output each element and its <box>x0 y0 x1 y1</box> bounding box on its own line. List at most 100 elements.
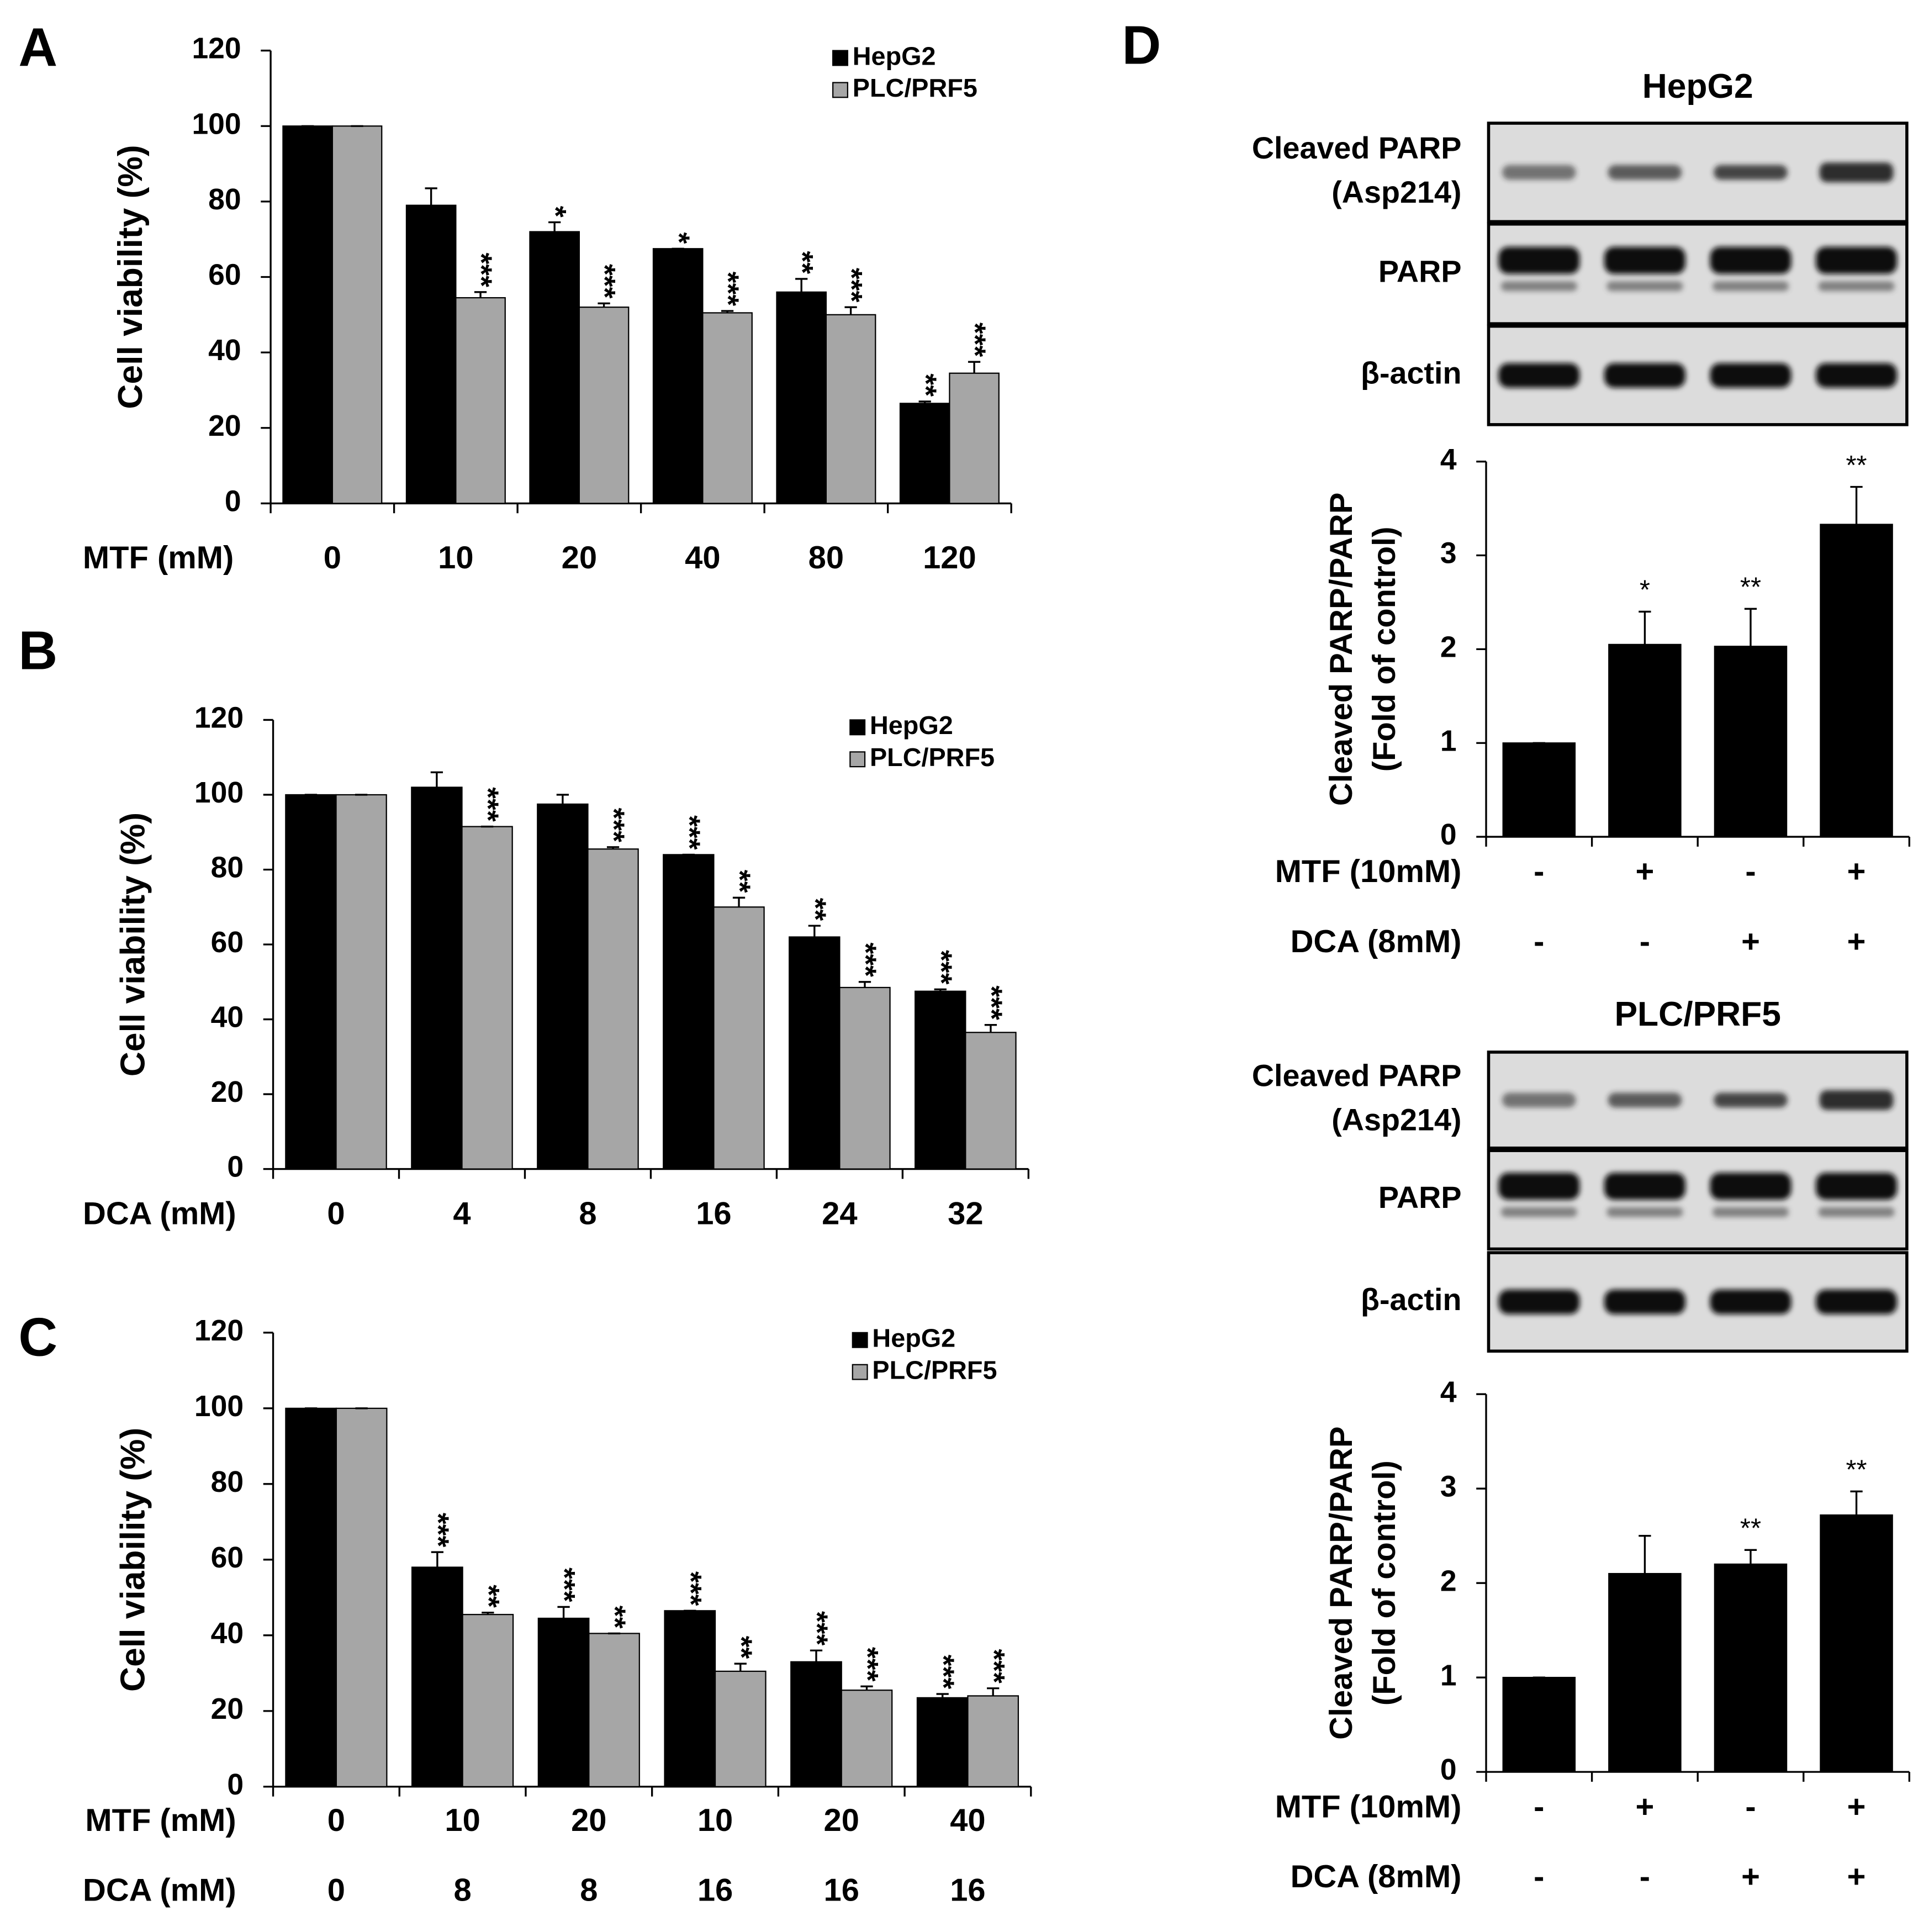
x-tick-label: + <box>1741 924 1760 959</box>
category-row-label: DCA (mM) <box>83 1873 236 1908</box>
y-tick-label: 20 <box>208 410 241 442</box>
error-bar <box>556 794 569 804</box>
significance: *** <box>849 942 882 977</box>
error-bar <box>1639 610 1651 645</box>
blot-band <box>1608 165 1682 180</box>
significance: *** <box>712 272 744 307</box>
blot-band <box>1604 363 1685 388</box>
blot-label: PARP <box>1378 1180 1462 1215</box>
blot-panel <box>1487 1149 1909 1251</box>
bar <box>776 291 827 504</box>
x-tick-label: 0 <box>327 1196 345 1232</box>
legend-swatch <box>852 1364 868 1380</box>
x-tick-label: + <box>1847 1859 1866 1894</box>
bar <box>841 1690 893 1787</box>
x-tick-label: + <box>1741 1859 1760 1894</box>
blot-band <box>1498 363 1580 388</box>
y-tick-label: 80 <box>211 1466 244 1498</box>
bar <box>949 372 1000 504</box>
blot-band <box>1816 363 1898 388</box>
bar <box>1502 742 1576 838</box>
x-tick-label: - <box>1745 854 1756 889</box>
bar <box>335 1407 388 1787</box>
y-axis-label: (Fold of control) <box>1367 1460 1402 1706</box>
y-tick-label: 20 <box>211 1076 244 1108</box>
blot-label: β-actin <box>1361 356 1462 390</box>
panel-letter: B <box>18 620 57 680</box>
y-axis-label: Cell viability (%) <box>114 1428 152 1692</box>
error-bar <box>1850 485 1863 525</box>
x-tick-label: + <box>1635 854 1654 889</box>
legend-swatch <box>849 719 866 736</box>
significance: ** <box>1740 1514 1761 1544</box>
significance: ** <box>472 1585 505 1608</box>
x-tick-label: - <box>1534 854 1544 889</box>
blot-band <box>1818 281 1895 292</box>
legend-label: PLC/PRF5 <box>853 73 977 102</box>
y-tick-label: 4 <box>1440 444 1457 476</box>
error-bar <box>984 1024 997 1033</box>
y-tick-label: 2 <box>1440 631 1457 663</box>
y-tick-label: 120 <box>192 33 241 65</box>
bar <box>652 248 704 504</box>
blot-band <box>1712 1207 1789 1217</box>
x-tick-label: + <box>1847 924 1866 959</box>
x-tick-label: 8 <box>579 1196 596 1232</box>
significance: ** <box>786 251 818 274</box>
blot-band <box>1606 1207 1683 1217</box>
x-tick-label: - <box>1640 924 1650 959</box>
x-tick-label: 16 <box>697 1873 733 1908</box>
blot-band <box>1604 1289 1685 1315</box>
x-tick-label: 20 <box>824 1803 859 1838</box>
chart-title: HepG2 <box>1642 67 1753 105</box>
legend-swatch <box>852 1332 868 1348</box>
bar <box>839 986 891 1170</box>
x-tick-label: 8 <box>453 1873 471 1908</box>
blot-band <box>1502 1092 1576 1108</box>
significance: ** <box>1846 1455 1867 1485</box>
y-tick-label: 4 <box>1440 1376 1457 1408</box>
error-bar <box>557 1606 570 1619</box>
blot-label: (Asp214) <box>1331 1103 1461 1137</box>
category-row-label: DCA (mM) <box>83 1196 236 1232</box>
bar <box>285 794 337 1170</box>
significance: *** <box>598 808 630 843</box>
significance: *** <box>927 1655 959 1690</box>
significance: *** <box>851 1647 884 1682</box>
significance: *** <box>673 815 705 850</box>
bar <box>1608 1572 1682 1773</box>
error-bar <box>721 310 734 313</box>
blot-band <box>1816 1289 1898 1315</box>
x-tick-label: 0 <box>327 1873 345 1908</box>
error-bar <box>987 1687 1000 1696</box>
blot-band <box>1498 246 1580 274</box>
bar <box>537 1617 590 1787</box>
x-tick-label: 80 <box>808 540 844 576</box>
bar <box>411 786 463 1170</box>
significance: ** <box>723 870 756 893</box>
significance: ** <box>909 373 942 397</box>
significance: *** <box>959 323 991 357</box>
y-tick-label: 120 <box>194 1315 244 1347</box>
bar <box>915 990 966 1170</box>
y-tick-label: 80 <box>211 852 244 884</box>
x-tick-label: 10 <box>445 1803 480 1838</box>
significance: * <box>539 206 572 218</box>
x-tick-label: - <box>1640 1859 1650 1894</box>
error-bar <box>858 981 871 988</box>
x-tick-label: - <box>1534 1859 1544 1894</box>
x-tick-label: 32 <box>948 1196 983 1232</box>
legend-label: HepG2 <box>872 1324 955 1353</box>
bar <box>1608 643 1682 838</box>
x-tick-label: + <box>1635 1789 1654 1824</box>
bar <box>790 1661 842 1787</box>
error-bar <box>732 896 746 907</box>
error-bar <box>918 400 931 404</box>
bar <box>702 312 753 504</box>
x-tick-label: 20 <box>562 540 597 576</box>
legend-swatch <box>832 50 848 66</box>
legend-label: HepG2 <box>870 711 953 740</box>
panel-letter: D <box>1122 14 1161 75</box>
y-tick-label: 0 <box>227 1769 244 1801</box>
